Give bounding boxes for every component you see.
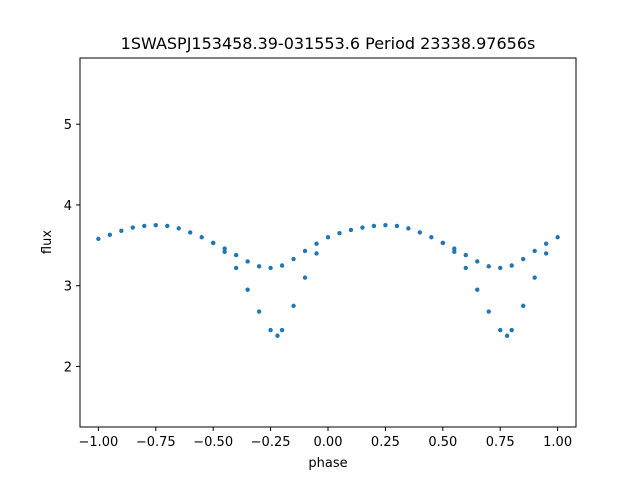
plot-frame: [79, 57, 577, 428]
data-point: [509, 327, 514, 333]
y-tick-label: 5: [64, 118, 72, 133]
data-point: [96, 236, 101, 242]
y-tick-label: 4: [64, 199, 72, 214]
data-point: [107, 232, 113, 238]
data-point: [233, 265, 239, 271]
data-point: [222, 246, 227, 251]
data-point: [245, 259, 250, 264]
data-point: [188, 230, 193, 235]
data-point: [291, 256, 296, 262]
data-point: [498, 327, 503, 333]
data-point: [337, 231, 342, 236]
data-point: [256, 264, 262, 269]
data-point: [360, 225, 365, 230]
data-point: [383, 222, 388, 228]
data-point: [199, 235, 204, 240]
y-axis: 2 3 4 5: [64, 118, 80, 375]
x-tick-label: −0.50: [193, 435, 233, 450]
y-tick-label: 2: [64, 360, 72, 375]
data-point: [325, 235, 331, 240]
data-point: [543, 241, 549, 246]
x-tick-label: −1.00: [78, 435, 118, 450]
data-point: [233, 252, 239, 258]
data-point: [153, 222, 158, 228]
data-point: [463, 252, 468, 258]
data-point: [279, 263, 285, 268]
data-point: [475, 287, 480, 292]
data-point: [440, 240, 446, 246]
data-point: [130, 225, 136, 230]
chart-title: 1SWASPJ153458.39-031553.6 Period 23338.9…: [121, 34, 536, 53]
x-tick-label: −0.25: [251, 435, 291, 450]
x-tick-label: 0.50: [428, 435, 457, 450]
data-point: [302, 275, 308, 280]
data-point: [314, 241, 319, 246]
data-point: [520, 303, 526, 309]
data-point: [555, 235, 560, 240]
x-tick-label: 0.25: [371, 435, 400, 450]
data-point: [452, 246, 457, 251]
data-point: [417, 230, 423, 235]
data-point: [498, 265, 503, 271]
data-point: [452, 249, 457, 254]
data-point: [486, 309, 491, 314]
x-tick-label: 0.75: [486, 435, 515, 450]
y-axis-label: flux: [40, 230, 55, 254]
data-point: [119, 228, 124, 233]
x-tick-label: 0.00: [314, 435, 343, 450]
data-point: [245, 287, 250, 292]
data-point: [532, 275, 537, 280]
x-tick-label: 1.00: [543, 435, 572, 450]
data-point: [165, 223, 170, 229]
data-point: [176, 226, 181, 231]
data-point: [429, 235, 434, 240]
data-point: [371, 223, 377, 229]
data-point: [486, 264, 491, 269]
data-point: [142, 223, 147, 229]
data-point: [475, 259, 480, 264]
data-point: [314, 251, 319, 256]
plot-points: [96, 222, 560, 338]
data-point: [543, 251, 549, 256]
data-point: [279, 327, 285, 333]
data-point: [406, 226, 411, 231]
data-point: [532, 248, 537, 254]
data-point: [302, 248, 308, 254]
x-tick-label: −0.75: [136, 435, 176, 450]
data-point: [394, 223, 400, 229]
data-point: [291, 303, 296, 309]
data-point: [504, 333, 510, 338]
data-point: [268, 327, 273, 333]
data-point: [509, 263, 514, 268]
data-point: [268, 265, 273, 271]
data-point: [222, 249, 227, 254]
data-point: [210, 240, 216, 246]
data-point: [463, 265, 468, 271]
x-axis: −1.00 −0.75 −0.50 −0.25 0.00 0.25 0.50 0.75 1.00: [78, 427, 572, 450]
x-axis-label: phase: [308, 456, 347, 471]
data-point: [256, 309, 262, 314]
data-point: [275, 333, 280, 338]
data-point: [520, 256, 526, 262]
data-point: [348, 227, 354, 233]
y-tick-label: 3: [64, 280, 72, 295]
